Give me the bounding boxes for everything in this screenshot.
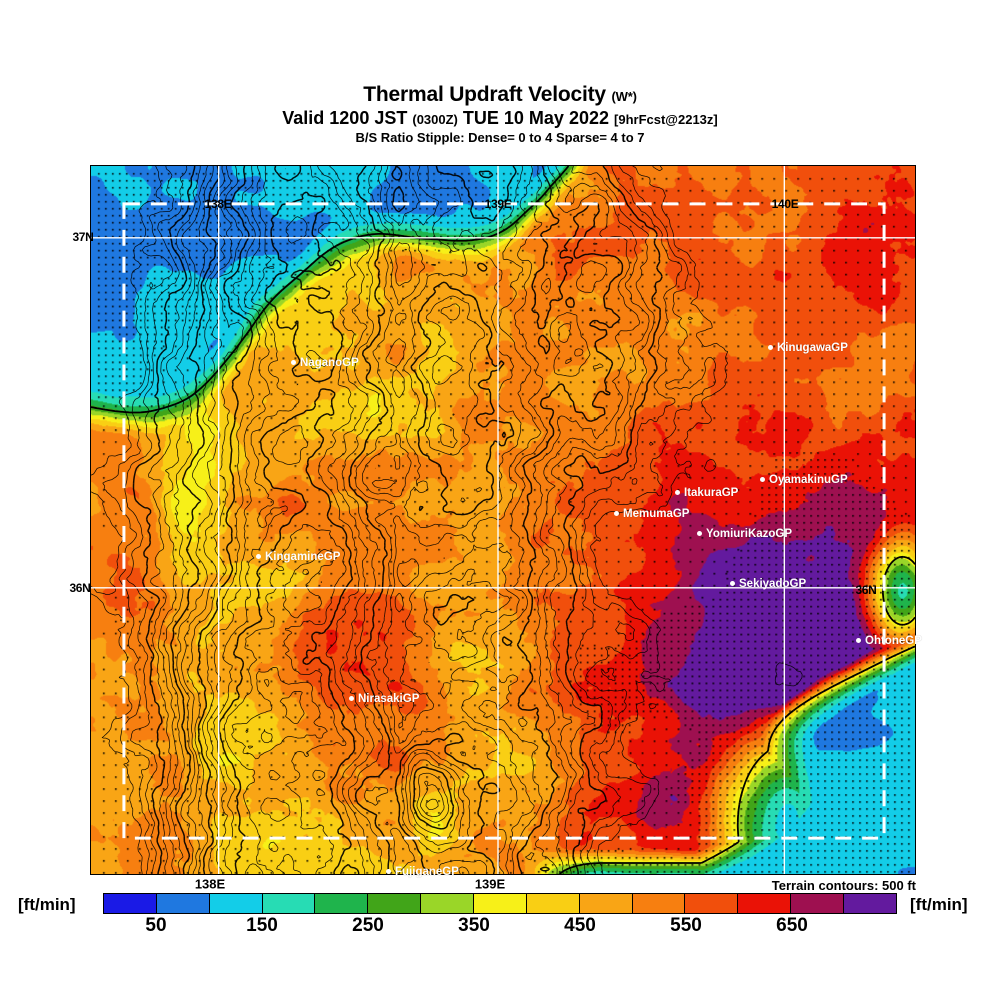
station-dot-icon bbox=[386, 868, 391, 874]
colorbar-swatch-12 bbox=[738, 894, 792, 913]
colorbar-swatch-2 bbox=[209, 894, 263, 913]
colorbar-tick-650: 650 bbox=[776, 915, 808, 936]
title-valid-line: Valid 1200 JST (0300Z) TUE 10 May 2022 [… bbox=[0, 108, 1000, 130]
grid-coordinate-label-140E-2: 140E bbox=[771, 197, 799, 211]
station-dot-icon bbox=[675, 489, 680, 495]
stipple-note: B/S Ratio Stipple: Dense= 0 to 4 Sparse=… bbox=[355, 130, 645, 145]
colorbar-unit-left: [ft/min] bbox=[18, 895, 76, 914]
colorbar-tick-50: 50 bbox=[145, 915, 167, 936]
station-marker-nirasakigp[interactable]: NirasakiGP bbox=[349, 693, 419, 705]
colorbar-swatch-9 bbox=[579, 894, 633, 913]
colorbar-swatch-0 bbox=[104, 894, 157, 913]
grid-coordinate-label-36N-4: 36N bbox=[69, 581, 91, 595]
colorbar-swatch-11 bbox=[685, 894, 739, 913]
station-dot-icon bbox=[856, 637, 861, 643]
colorbar-swatch-7 bbox=[474, 894, 527, 913]
colorbar-swatch-1 bbox=[156, 894, 210, 913]
station-dot-icon bbox=[291, 359, 296, 365]
station-label: KingamineGP bbox=[265, 550, 341, 563]
station-label: YomiuriKazoGP bbox=[706, 527, 793, 540]
station-label: FujiganeGP bbox=[395, 865, 459, 878]
station-marker-fujiganegp[interactable]: FujiganeGP bbox=[386, 866, 459, 878]
station-label: MemumaGP bbox=[623, 507, 690, 520]
colorbar-swatch-10 bbox=[632, 894, 686, 913]
station-dot-icon bbox=[256, 553, 261, 559]
station-label: NaganoGP bbox=[300, 356, 359, 369]
colorbar-swatch-4 bbox=[315, 894, 369, 913]
colorbar-tick-150: 150 bbox=[246, 915, 278, 936]
valid-utc: (0300Z) bbox=[412, 112, 458, 127]
station-dot-icon bbox=[349, 695, 354, 701]
axis-tick-label-138E: 138E bbox=[194, 876, 226, 892]
grid-coordinate-label-36N-5: 36N bbox=[855, 583, 877, 597]
map-raster bbox=[91, 166, 915, 874]
station-label: OyamakinuGP bbox=[769, 473, 848, 486]
colorbar-swatch-14 bbox=[844, 894, 896, 913]
grid-coordinate-label-139E-1: 139E bbox=[484, 197, 512, 211]
station-label: KinugawaGP bbox=[777, 341, 848, 354]
colorbar-swatch-8 bbox=[526, 894, 580, 913]
station-label: OhtoneGP bbox=[865, 634, 922, 647]
station-dot-icon bbox=[760, 476, 765, 482]
colorbar-swatch-3 bbox=[262, 894, 316, 913]
title-main-subscript: (W*) bbox=[611, 89, 637, 104]
colorbar-swatches bbox=[103, 893, 897, 914]
colorbar-tick-550: 550 bbox=[670, 915, 702, 936]
colorbar-swatch-13 bbox=[791, 894, 845, 913]
colorbar-tick-250: 250 bbox=[352, 915, 384, 936]
station-marker-memumagp[interactable]: MemumaGP bbox=[614, 508, 689, 520]
station-label: ItakuraGP bbox=[684, 486, 739, 499]
station-marker-kingaminegp[interactable]: KingamineGP bbox=[256, 551, 340, 563]
station-marker-oyamakinugp[interactable]: OyamakinuGP bbox=[760, 474, 848, 486]
station-dot-icon bbox=[730, 580, 735, 586]
colorbar: [ft/min] [ft/min] 50 150 250 350 450 550 650 bbox=[0, 893, 1000, 943]
station-marker-sekiyadogp[interactable]: SekiyadoGP bbox=[730, 578, 806, 590]
colorbar-unit-right: [ft/min] bbox=[910, 895, 968, 914]
forecast-map[interactable] bbox=[90, 165, 916, 875]
colorbar-swatch-6 bbox=[421, 894, 475, 913]
colorbar-tick-450: 450 bbox=[564, 915, 596, 936]
colorbar-swatch-5 bbox=[368, 894, 422, 913]
forecast-tag: [9hrFcst@2213z] bbox=[614, 112, 718, 127]
station-label: NirasakiGP bbox=[358, 692, 420, 705]
colorbar-tick-350: 350 bbox=[458, 915, 490, 936]
axis-tick-label-139E: 139E bbox=[474, 876, 506, 892]
station-marker-yomiurikazogp[interactable]: YomiuriKazoGP bbox=[697, 528, 792, 540]
grid-coordinate-label-37N-3: 37N bbox=[72, 230, 94, 244]
terrain-contour-note: Terrain contours: 500 ft bbox=[771, 878, 916, 893]
chart-title-block: Thermal Updraft Velocity (W*) Valid 1200… bbox=[0, 84, 1000, 146]
valid-day: TUE 10 May 2022 bbox=[462, 108, 609, 128]
station-marker-kinugawagp[interactable]: KinugawaGP bbox=[768, 342, 848, 354]
grid-coordinate-label-138E-0: 138E bbox=[204, 197, 232, 211]
station-dot-icon bbox=[768, 344, 773, 350]
valid-prefix: Valid 1200 JST bbox=[282, 108, 408, 128]
station-marker-itakuragp[interactable]: ItakuraGP bbox=[675, 487, 738, 499]
station-marker-naganogp[interactable]: NaganoGP bbox=[291, 357, 359, 369]
station-dot-icon bbox=[697, 530, 702, 536]
station-marker-ohtonegp[interactable]: OhtoneGP bbox=[856, 635, 922, 647]
station-label: SekiyadoGP bbox=[739, 577, 807, 590]
title-main-line: Thermal Updraft Velocity (W*) bbox=[0, 84, 1000, 108]
station-dot-icon bbox=[614, 510, 619, 516]
title-main: Thermal Updraft Velocity bbox=[363, 83, 606, 106]
